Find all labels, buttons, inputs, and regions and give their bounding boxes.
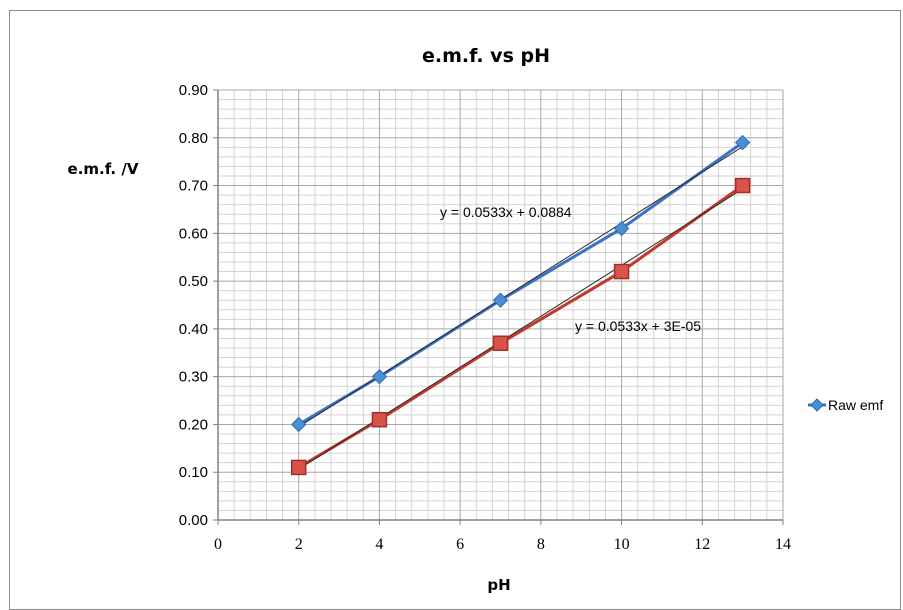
y-tick-label: 0.90 (179, 82, 208, 99)
trendline-raw-emf (298, 146, 743, 428)
series-series-2: y = 0.0533x + 3E-05 (290, 177, 751, 476)
x-axis-title: pH (487, 576, 510, 594)
series-line-raw-emf (297, 141, 744, 426)
y-tick-label: 0.70 (179, 178, 208, 195)
data-point-series-2 (371, 411, 388, 428)
legend: Raw emf (808, 397, 883, 413)
x-tick-label: 10 (614, 536, 630, 553)
x-tick-label: 14 (775, 536, 791, 553)
data-point-series-2 (734, 177, 751, 194)
tick-labels: 0.00 0.10 0.20 0.30 0.40 0.50 0.60 0.70 0.80 0.90… (179, 82, 791, 553)
data-point-raw-emf (492, 292, 509, 308)
y-tick-label: 0.10 (179, 464, 208, 481)
y-tick-label: 0.00 (179, 512, 208, 529)
y-axis-title: e.m.f. /V (68, 160, 139, 178)
data-point-raw-emf (291, 416, 307, 433)
data-point-series-2 (613, 263, 630, 280)
x-tick-label: 8 (537, 536, 545, 553)
x-tick-label: 12 (694, 536, 710, 553)
data-point-raw-emf (371, 368, 388, 385)
x-tick-label: 2 (295, 536, 303, 553)
chart-title: e.m.f. vs pH (422, 45, 550, 67)
trendline-equation-raw-emf: y = 0.0533x + 0.0884 (440, 204, 572, 220)
legend-label-raw-emf: Raw emf (828, 397, 883, 413)
series-layer: y = 0.0533x + 0.0884 y = 0.0533x + 3E-05 (290, 134, 751, 476)
data-point-series-2 (492, 335, 509, 351)
y-tick-label: 0.60 (179, 225, 208, 242)
x-tick-label: 4 (375, 536, 383, 553)
data-point-raw-emf (734, 134, 751, 151)
legend-marker-raw-emf (810, 398, 824, 412)
data-point-raw-emf (613, 220, 630, 237)
series-raw-emf: y = 0.0533x + 0.0884 (291, 134, 751, 433)
y-tick-label: 0.20 (179, 416, 208, 433)
y-tick-label: 0.30 (179, 369, 208, 386)
y-tick-label: 0.80 (179, 130, 208, 147)
x-tick-label: 0 (214, 536, 222, 553)
y-tick-label: 0.40 (179, 321, 208, 338)
x-tick-label: 6 (456, 536, 464, 553)
data-point-series-2 (290, 459, 307, 476)
axes (217, 90, 783, 521)
y-tick-label: 0.50 (179, 273, 208, 290)
trendline-equation-series-2: y = 0.0533x + 3E-05 (575, 318, 701, 334)
